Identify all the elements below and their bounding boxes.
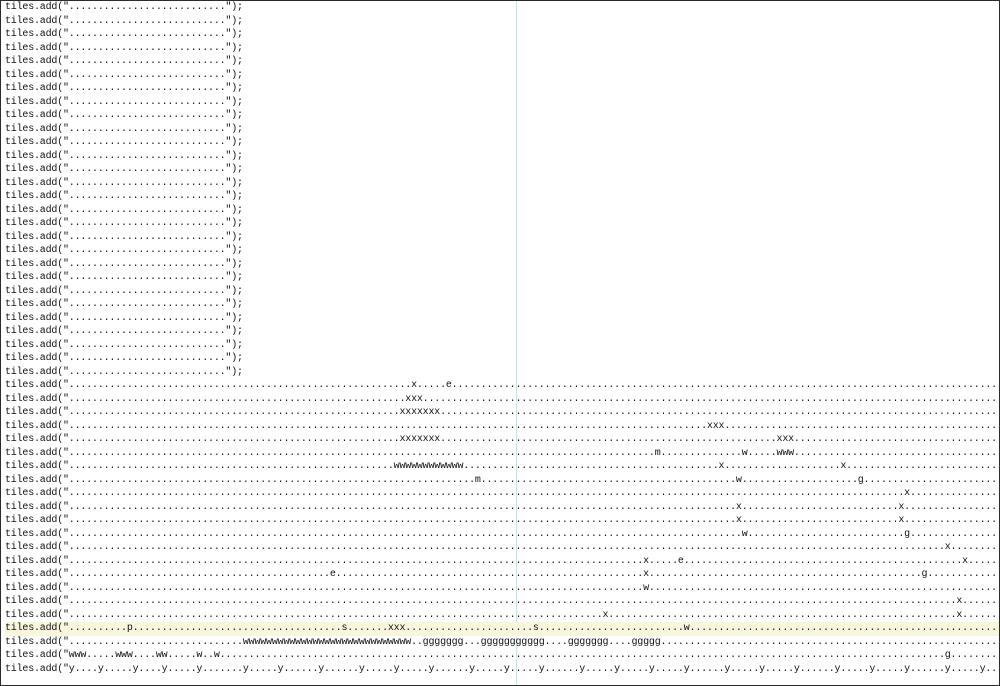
code-line[interactable]: tiles.add(".............................… [5,636,999,648]
code-line[interactable]: tiles.add("...........................")… [5,218,243,229]
code-line[interactable]: tiles.add("...........................")… [5,2,243,13]
code-line[interactable]: tiles.add("...........................")… [5,164,243,175]
code-line[interactable]: tiles.add(".............................… [5,474,999,486]
code-line[interactable]: tiles.add("...........................")… [5,69,243,81]
code-line[interactable]: tiles.add("...........................")… [5,150,243,162]
code-line[interactable]: tiles.add("www.....www....ww.....w..w...… [5,650,1000,661]
code-line[interactable]: tiles.add("...........................")… [5,299,243,310]
code-line[interactable]: tiles.add("y....y.....y....y.....y......… [5,663,999,675]
code-line[interactable]: tiles.add("...........................")… [5,366,243,378]
code-line[interactable]: tiles.add(".............................… [5,447,999,459]
print-margin-guide [516,1,517,685]
code-line[interactable]: tiles.add(".............................… [5,501,1000,513]
code-line[interactable]: tiles.add("..........p..................… [5,622,999,636]
code-line[interactable]: tiles.add("...........................")… [5,29,243,40]
code-line[interactable]: tiles.add("...........................")… [5,258,243,270]
code-line[interactable]: tiles.add(".............................… [5,420,999,432]
code-lines: tiles.add("...........................")… [5,1,999,676]
code-line[interactable]: tiles.add(".............................… [5,393,999,405]
code-line[interactable]: tiles.add("...........................")… [5,285,243,297]
code-line[interactable]: tiles.add(".............................… [5,555,999,567]
code-line[interactable]: tiles.add("...........................")… [5,312,243,324]
code-line[interactable]: tiles.add("...........................")… [5,204,243,216]
code-line[interactable]: tiles.add("...........................")… [5,96,243,108]
code-line[interactable]: tiles.add(".............................… [5,609,999,621]
code-line[interactable]: tiles.add(".............................… [5,542,999,553]
code-line[interactable]: tiles.add("...........................")… [5,110,243,121]
code-line[interactable]: tiles.add(".............................… [5,488,999,499]
code-line[interactable]: tiles.add("...........................")… [5,353,243,364]
code-line[interactable]: tiles.add("...........................")… [5,123,243,135]
code-line[interactable]: tiles.add(".............................… [5,569,999,580]
code-line[interactable]: tiles.add("...........................")… [5,137,243,148]
code-line[interactable]: tiles.add(".............................… [5,407,999,418]
code-line[interactable]: tiles.add("...........................")… [5,272,243,283]
code-line[interactable]: tiles.add("...........................")… [5,326,243,337]
code-line[interactable]: tiles.add("...........................")… [5,15,243,27]
code-line[interactable]: tiles.add(".............................… [5,515,999,526]
code-line[interactable]: tiles.add(".............................… [5,461,999,472]
code-line[interactable]: tiles.add("...........................")… [5,42,243,54]
code-line[interactable]: tiles.add(".............................… [5,582,999,594]
code-line[interactable]: tiles.add("...........................")… [5,245,243,256]
code-line[interactable]: tiles.add("...........................")… [5,83,243,94]
code-line[interactable]: tiles.add(".............................… [5,380,1000,391]
code-line[interactable]: tiles.add(".............................… [5,528,1000,540]
code-line[interactable]: tiles.add("...........................")… [5,339,243,351]
code-line[interactable]: tiles.add(".............................… [5,596,999,607]
code-line[interactable]: tiles.add("...........................")… [5,56,243,67]
code-line[interactable]: tiles.add("...........................")… [5,177,243,189]
code-line[interactable]: tiles.add("...........................")… [5,191,243,202]
code-line[interactable]: tiles.add(".............................… [5,434,999,445]
code-line[interactable]: tiles.add("...........................")… [5,231,243,243]
